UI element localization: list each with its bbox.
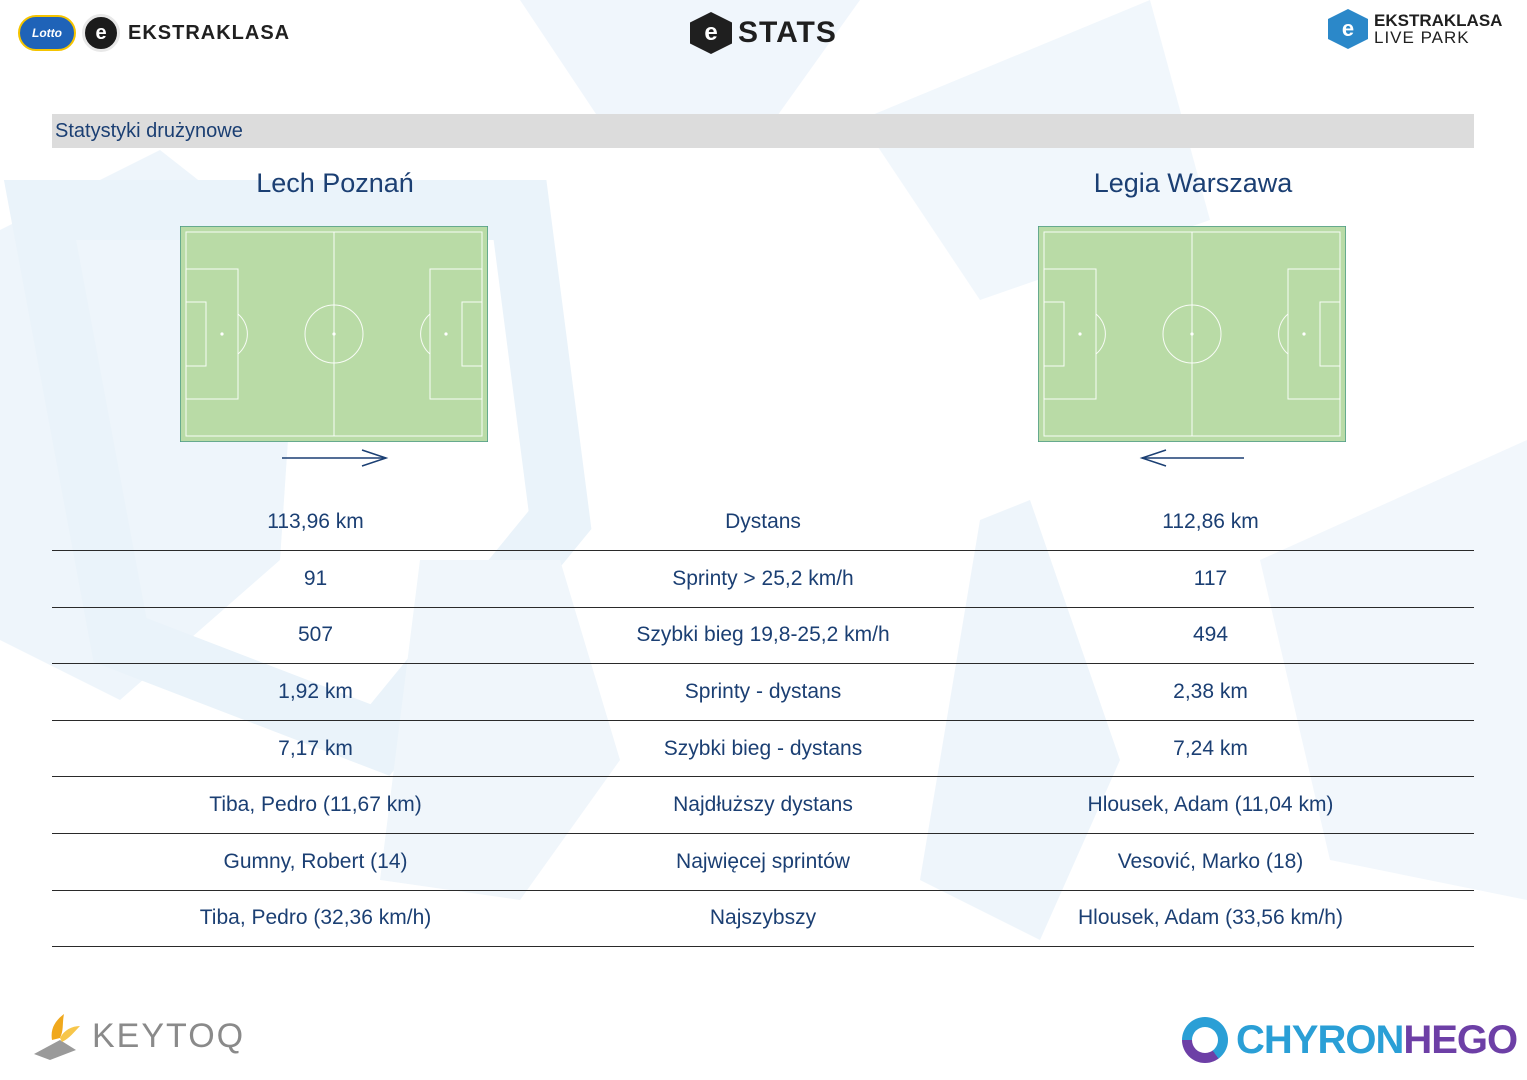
ekstraklasa-logo-text: EKSTRAKLASA: [128, 21, 291, 44]
away-value: Hlousek, Adam (33,56 km/h): [1078, 906, 1343, 930]
away-value: Hlousek, Adam (11,04 km): [1087, 793, 1334, 817]
table-row: 507 Szybki bieg 19,8-25,2 km/h 494: [52, 608, 1474, 665]
table-row: Tiba, Pedro (11,67 km) Najdłuższy dystan…: [52, 777, 1474, 834]
keytoq-logo: KEYTOQ: [30, 1008, 245, 1064]
away-team-heatmap: [1038, 226, 1346, 442]
estats-hex-icon: e: [690, 12, 732, 54]
home-value: 113,96 km: [267, 509, 364, 533]
home-direction-arrow-icon: [282, 449, 389, 467]
home-value: 507: [297, 623, 334, 647]
keytoq-logo-text: KEYTOQ: [92, 1016, 246, 1055]
table-row: 7,17 km Szybki bieg - dystans 7,24 km: [52, 721, 1474, 778]
live-park-logo: e EKSTRAKLASA LIVE PARK: [1328, 6, 1502, 52]
home-value: Tiba, Pedro (11,67 km): [209, 793, 422, 817]
stat-label: Szybki bieg 19,8-25,2 km/h: [636, 623, 890, 647]
stat-label: Najdłuższy dystans: [673, 793, 853, 817]
stat-label: Sprinty > 25,2 km/h: [672, 566, 854, 590]
team-stats-table: 113,96 km Dystans 112,86 km 91 Sprinty >…: [52, 493, 1474, 948]
table-row: Tiba, Pedro (32,36 km/h) Najszybszy Hlou…: [52, 891, 1474, 948]
home-team-name: Lech Poznań: [256, 168, 414, 198]
ekstraklasa-ball-icon: e: [82, 14, 120, 52]
live-park-logo-line1: EKSTRAKLASA: [1374, 11, 1503, 30]
home-value: Tiba, Pedro (32,36 km/h): [199, 906, 432, 930]
table-row: 1,92 km Sprinty - dystans 2,38 km: [52, 664, 1474, 721]
table-row: Gumny, Robert (14) Najwięcej sprintów Ve…: [52, 834, 1474, 891]
away-direction-arrow-icon: [1139, 449, 1244, 467]
away-team-name: Legia Warszawa: [1093, 168, 1293, 198]
table-row: 91 Sprinty > 25,2 km/h 117: [52, 551, 1474, 608]
live-park-hex-icon: e: [1328, 9, 1368, 49]
away-value: 117: [1193, 566, 1228, 590]
away-value: 112,86 km: [1162, 509, 1259, 533]
home-value: 91: [303, 566, 328, 590]
ekstraklasa-lotto-logo: Lotto e EKSTRAKLASA: [18, 10, 290, 56]
home-team-heatmap: [180, 226, 488, 442]
section-title: Statystyki drużynowe: [55, 119, 243, 142]
away-value: 7,24 km: [1173, 736, 1248, 760]
keytoq-bird-icon: [34, 1014, 80, 1060]
away-value: Vesović, Marko (18): [1117, 849, 1304, 873]
estats-logo: e STATS: [690, 10, 837, 56]
chyronhego-logo: CHYRON HEGO: [1182, 1012, 1518, 1068]
stat-label: Dystans: [725, 509, 801, 533]
home-value: 1,92 km: [278, 679, 353, 703]
away-value: 2,38 km: [1173, 679, 1248, 703]
chyronhego-logo-part2: HEGO: [1403, 1017, 1518, 1062]
chyronhego-ring-icon: [1182, 1017, 1228, 1063]
stat-label: Sprinty - dystans: [684, 679, 842, 703]
lotto-badge: Lotto: [18, 15, 76, 51]
stat-label: Najszybszy: [709, 906, 817, 930]
chyronhego-logo-part1: CHYRON: [1236, 1017, 1404, 1062]
table-row: 113,96 km Dystans 112,86 km: [52, 493, 1474, 551]
home-value: 7,17 km: [278, 736, 353, 760]
section-header: Statystyki drużynowe: [52, 114, 1474, 148]
home-value: Gumny, Robert (14): [223, 849, 408, 873]
live-park-logo-line2: LIVE PARK: [1374, 28, 1470, 47]
away-value: 494: [1192, 623, 1229, 647]
estats-logo-text: STATS: [738, 16, 837, 49]
stat-label: Najwięcej sprintów: [676, 849, 850, 873]
stat-label: Szybki bieg - dystans: [663, 736, 863, 760]
